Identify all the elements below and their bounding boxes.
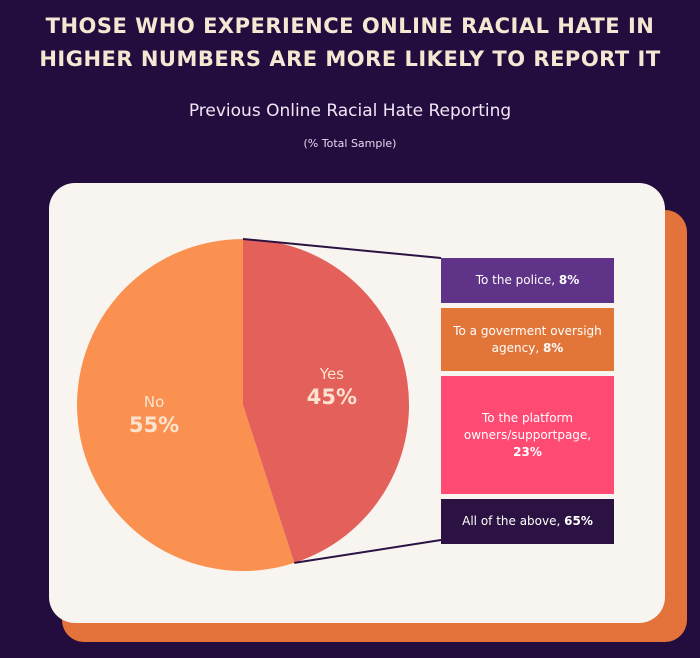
slice-value-no: 55% <box>128 413 180 438</box>
breakdown-platform-label: To the platform owners/supportpage, <box>463 410 592 442</box>
chart-title: Previous Online Racial Hate Reporting <box>188 101 512 121</box>
slice-label-no: No 55% <box>94 393 214 437</box>
breakdown-agency-label: To a goverment oversigh agency, <box>453 323 602 355</box>
chart-subtitle: (% Total Sample) <box>303 137 397 150</box>
slice-name-no: No <box>143 393 165 412</box>
breakdown-police: To the police, 8% <box>441 258 614 303</box>
breakdown-all-label: All of the above, <box>462 514 565 528</box>
slice-label-yes: Yes 45% <box>272 365 392 409</box>
breakdown-agency-text: To a goverment oversigh agency, 8% <box>451 323 604 357</box>
connector-line-bottom <box>294 539 442 564</box>
breakdown-platform: To the platform owners/supportpage, 23% <box>441 376 614 494</box>
pie-slice-yes <box>243 239 410 563</box>
headline: THOSE WHO EXPERIENCE ONLINE RACIAL HATE … <box>0 10 700 76</box>
slice-value-yes: 45% <box>306 384 358 409</box>
breakdown-police-text: To the police, 8% <box>476 272 580 289</box>
pie-slice-no <box>77 239 295 571</box>
breakdown-all-text: All of the above, 65% <box>462 513 593 530</box>
breakdown-all: All of the above, 65% <box>441 499 614 544</box>
breakdown-agency: To a goverment oversigh agency, 8% <box>441 308 614 371</box>
connector-line-top <box>242 238 442 259</box>
breakdown-police-label: To the police, <box>475 273 559 287</box>
headline-line-2: HIGHER NUMBERS ARE MORE LIKELY TO REPORT… <box>39 47 661 71</box>
breakdown-platform-value: 23% <box>513 444 542 459</box>
headline-line-1: THOSE WHO EXPERIENCE ONLINE RACIAL HATE … <box>45 14 655 38</box>
breakdown-all-value: 65% <box>564 514 593 528</box>
breakdown-platform-text: To the platform owners/supportpage, 23% <box>451 410 604 461</box>
slice-name-yes: Yes <box>319 364 344 383</box>
breakdown-agency-value: 8% <box>542 340 564 355</box>
breakdown-police-value: 8% <box>558 273 580 287</box>
